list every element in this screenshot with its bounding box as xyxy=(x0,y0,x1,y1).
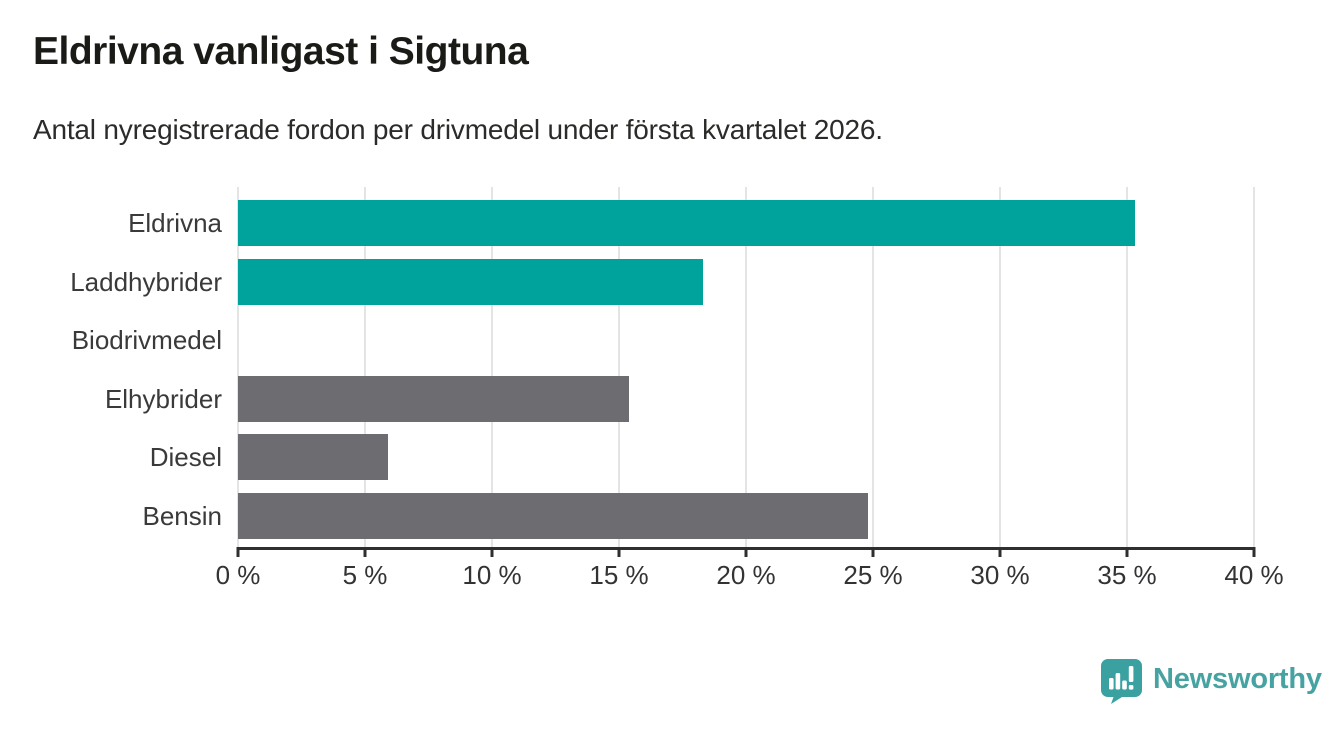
bar-bensin xyxy=(238,492,868,539)
bar-row: Biodrivmedel xyxy=(72,311,1254,370)
bar-row: Bensin xyxy=(143,487,1254,546)
x-axis-tick-mark xyxy=(871,547,875,557)
x-axis-tick-mark xyxy=(998,547,1002,557)
newsworthy-logo-icon xyxy=(1101,659,1142,704)
category-label: Elhybrider xyxy=(104,383,222,414)
x-axis-tick-mark xyxy=(363,547,367,557)
x-axis-tick-label: 35 % xyxy=(1097,560,1157,590)
newsworthy-logo: Newsworthy xyxy=(1101,659,1322,704)
x-axis-tick-label: 30 % xyxy=(970,560,1030,590)
bar-diesel xyxy=(238,434,388,480)
x-axis-tick-label: 15 % xyxy=(589,560,649,590)
gridline xyxy=(618,187,620,547)
bar-elhybrider xyxy=(238,375,630,422)
chart-title: Eldrivna vanligast i Sigtuna xyxy=(33,30,529,73)
x-axis-tick-mark xyxy=(490,547,494,557)
x-axis-tick-label: 20 % xyxy=(716,560,776,590)
bar-eldrivna xyxy=(238,200,1135,246)
newsworthy-logo-text: Newsworthy xyxy=(1153,663,1322,695)
bar-rows: Eldrivna Laddhybrider Biodrivmedel Elhybrid… xyxy=(70,186,1254,547)
gridline xyxy=(491,187,493,547)
gridline xyxy=(1253,187,1255,547)
category-label: Eldrivna xyxy=(128,208,222,238)
category-label: Diesel xyxy=(149,442,222,472)
bar-row: Laddhybrider xyxy=(70,253,1254,312)
plot-area: Eldrivna Laddhybrider Biodrivmedel Elhybrid… xyxy=(70,186,1255,550)
x-axis-tick-mark xyxy=(617,547,621,557)
x-axis-tick-label: 5 % xyxy=(342,560,388,590)
x-axis-tick-label: 40 % xyxy=(1224,560,1284,590)
bar-row: Elhybrider xyxy=(105,370,1254,429)
x-axis-tick-label: 10 % xyxy=(462,560,522,590)
gridline xyxy=(999,187,1001,547)
x-axis-tick-label: 0 % xyxy=(215,560,261,590)
x-axis: 0 % 5 % 10 % 15 % 20 % 25 % 30 % 35 % 40 % xyxy=(216,547,1284,597)
gridline xyxy=(1126,187,1128,547)
gridline xyxy=(745,187,747,547)
gridline xyxy=(237,187,239,547)
x-axis-tick-mark xyxy=(236,547,240,557)
bar-chart: Eldrivna Laddhybrider Biodrivmedel Elhybrid… xyxy=(70,186,1284,590)
gridline xyxy=(364,187,366,547)
category-label: Biodrivmedel xyxy=(71,325,222,355)
gridline xyxy=(872,187,874,547)
bar-laddhybrider xyxy=(238,258,703,305)
x-axis-tick-mark xyxy=(1125,547,1129,557)
category-label: Laddhybrider xyxy=(70,266,222,297)
category-label: Bensin xyxy=(142,500,223,531)
chart-subtitle: Antal nyregistrerade fordon per drivmede… xyxy=(33,114,883,145)
x-axis-tick-mark xyxy=(744,547,748,557)
bar-row: Eldrivna xyxy=(128,194,1254,253)
bar-row: Diesel xyxy=(150,428,1254,487)
x-axis-tick-mark xyxy=(1252,547,1256,557)
x-axis-tick-label: 25 % xyxy=(843,560,903,590)
